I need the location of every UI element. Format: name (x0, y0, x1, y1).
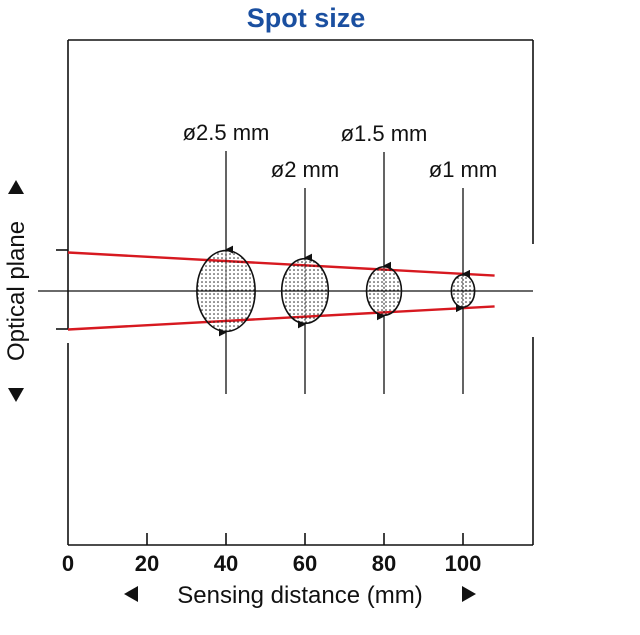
y-axis-label-group: Optical plane (3, 180, 30, 402)
tick-label: 100 (445, 551, 482, 576)
spot-60: ø2 mm (271, 157, 339, 394)
triangle-up-icon (8, 180, 24, 194)
spot-100: ø1 mm (429, 157, 497, 394)
spot-80: ø1.5 mm (341, 121, 428, 394)
tick-label: 0 (62, 551, 74, 576)
spot-40: ø2.5 mm (183, 120, 270, 394)
x-axis-label: Sensing distance (mm) (177, 582, 422, 609)
y-axis-label: Optical plane (3, 221, 30, 361)
x-axis-ticks: 0 20 40 60 80 100 (62, 533, 481, 576)
tick-label: 20 (135, 551, 159, 576)
beam-lower-edge (67, 305, 495, 331)
plot-frame (67, 39, 534, 546)
spot-label: ø1 mm (429, 157, 497, 182)
triangle-left-icon (124, 586, 138, 602)
x-axis-label-group: Sensing distance (mm) (124, 582, 476, 609)
spot-label: ø2 mm (271, 157, 339, 182)
triangle-right-icon (462, 586, 476, 602)
tick-label: 80 (372, 551, 396, 576)
spot-label: ø2.5 mm (183, 120, 270, 145)
optical-plane-bracket (56, 249, 69, 330)
beam (67, 251, 495, 331)
tick-label: 60 (293, 551, 317, 576)
beam-upper-edge (67, 251, 495, 277)
diagram-title: Spot size (247, 3, 366, 33)
triangle-down-icon (8, 388, 24, 402)
spot-label: ø1.5 mm (341, 121, 428, 146)
tick-label: 40 (214, 551, 238, 576)
